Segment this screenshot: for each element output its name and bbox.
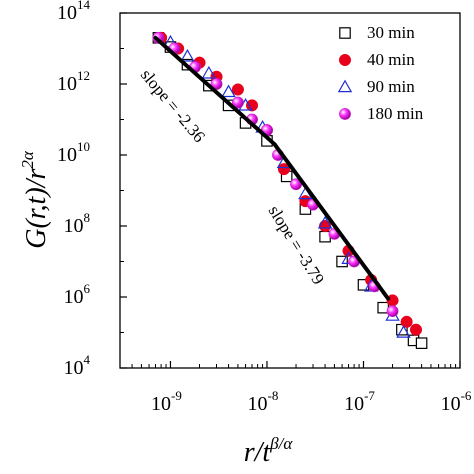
- y-tick-label: 104: [64, 352, 91, 379]
- legend-marker: [339, 27, 351, 39]
- data-point: [245, 99, 259, 112]
- data-point: [386, 305, 399, 318]
- legend-marker: [339, 108, 351, 120]
- x-tick-label: 10-6: [441, 388, 472, 415]
- fit-line-1: [153, 35, 277, 147]
- data-point: [319, 219, 332, 233]
- data-point: [201, 65, 217, 79]
- legend-label: 180 min: [367, 104, 424, 123]
- fit-lines: [153, 35, 391, 301]
- legend-label: 40 min: [367, 50, 415, 69]
- fit-line-2: [272, 142, 391, 301]
- data-point: [221, 84, 236, 98]
- data-point: [409, 323, 423, 336]
- data-point: [317, 215, 333, 229]
- y-axis-title: G(r,t)/r2α: [18, 150, 52, 249]
- x-tick-label: 10-9: [151, 388, 182, 415]
- x-axis-title-main: r/t: [244, 437, 272, 468]
- x-axis-title-sup: β/α: [269, 434, 293, 453]
- data-point: [415, 337, 428, 349]
- legend-label: 30 min: [367, 23, 415, 42]
- annotation-slope-2: slope = -3.79: [265, 202, 328, 288]
- y-tick-label: 108: [64, 210, 91, 237]
- legend: 30 min 40 min 90 min 180 min: [337, 23, 424, 123]
- axis-ticks: 10-9 10-8 10-7 10-6 104 106 108 1010 1012 1014: [57, 0, 472, 415]
- y-tick-label: 1012: [57, 68, 90, 95]
- y-tick-label: 106: [64, 281, 91, 308]
- legend-marker: [338, 53, 352, 67]
- data-point: [396, 325, 411, 338]
- data-point: [231, 83, 244, 96]
- series-3: [152, 31, 399, 318]
- y-tick-label: 1014: [57, 0, 91, 24]
- x-tick-label: 10-7: [344, 388, 375, 415]
- data-point: [232, 96, 244, 109]
- data-point: [400, 315, 413, 328]
- data-point: [210, 78, 223, 90]
- data-point: [277, 163, 291, 176]
- y-axis-title-sup: 2α: [18, 150, 37, 169]
- legend-label: 90 min: [367, 77, 415, 96]
- x-tick-label: 10-8: [248, 388, 279, 415]
- y-axis-title-main: G(r,t)/r: [21, 169, 52, 249]
- x-axis-title: r/tβ/α: [244, 434, 294, 468]
- y-tick-label: 1010: [57, 139, 90, 166]
- data-point: [180, 48, 195, 62]
- legend-marker: [337, 79, 353, 93]
- data-point: [336, 255, 348, 268]
